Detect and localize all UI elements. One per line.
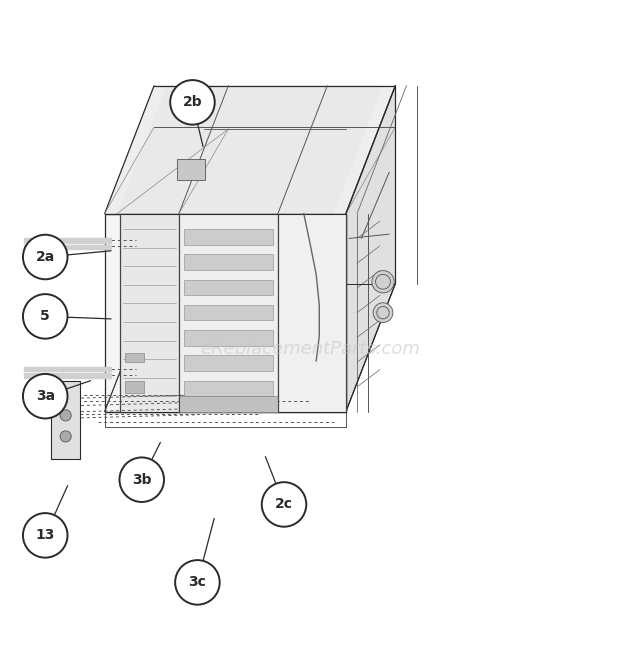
Circle shape [377,306,389,319]
Polygon shape [24,238,111,243]
Polygon shape [278,214,346,412]
Polygon shape [105,284,396,412]
Circle shape [23,294,68,339]
Text: 13: 13 [35,529,55,543]
Circle shape [373,303,393,323]
Polygon shape [24,367,111,372]
Text: 3c: 3c [188,576,206,589]
Bar [184,330,273,346]
Circle shape [23,374,68,418]
Bar [184,280,273,295]
Bar [184,356,273,371]
Bar [184,305,273,320]
Text: 2a: 2a [35,250,55,264]
Circle shape [120,457,164,502]
Bar [184,381,273,396]
Circle shape [23,235,68,279]
Bar [125,381,144,393]
Bar [184,229,273,245]
Circle shape [262,482,306,527]
Bar [179,396,278,412]
Polygon shape [51,381,80,459]
Polygon shape [105,214,346,412]
Bar [184,254,273,270]
Text: eReplacementParts.com: eReplacementParts.com [200,339,420,358]
Circle shape [376,275,391,289]
Text: 3b: 3b [132,473,151,486]
Circle shape [60,410,71,421]
Circle shape [60,431,71,442]
Polygon shape [179,214,278,412]
Circle shape [175,560,219,605]
Text: 2b: 2b [183,95,202,110]
Text: 2c: 2c [275,498,293,512]
Circle shape [372,271,394,293]
Circle shape [23,513,68,558]
Polygon shape [24,245,111,249]
Polygon shape [24,374,111,378]
Bar [177,158,205,180]
Polygon shape [105,86,396,214]
Circle shape [170,80,215,125]
Polygon shape [120,214,179,412]
Polygon shape [117,86,383,214]
Polygon shape [346,86,396,412]
Text: 5: 5 [40,310,50,323]
Bar [125,353,144,362]
Text: 3a: 3a [36,389,55,403]
